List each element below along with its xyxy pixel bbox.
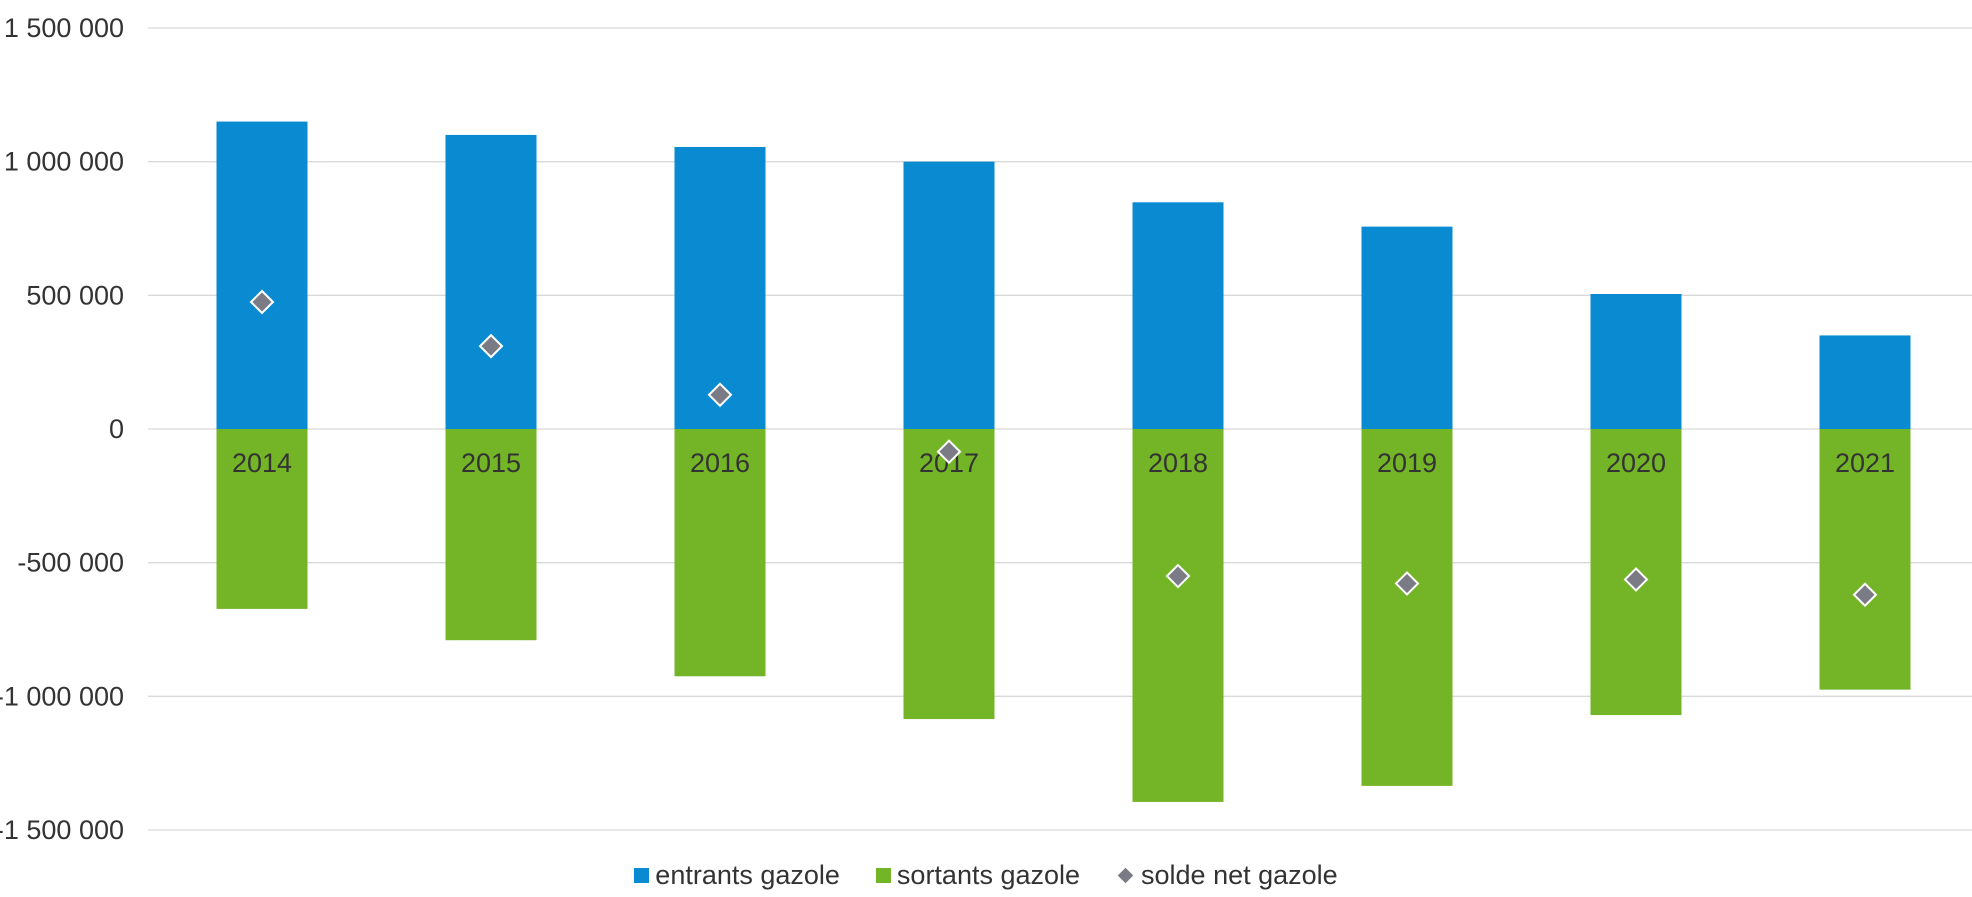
legend-label-entrants: entrants gazole	[655, 860, 840, 890]
marker-solde-net	[936, 439, 962, 465]
legend-item-entrants[interactable]: entrants gazole	[634, 860, 840, 891]
bar-sortants	[1361, 429, 1453, 786]
bar-entrants	[445, 134, 537, 429]
y-tick-layer: 1 500 000 1 000 000 500 000 0 -500 000 -1 000…	[0, 13, 124, 845]
x-category-label: 2021	[1835, 448, 1895, 478]
y-tick-label: -1 500 000	[0, 815, 124, 845]
legend-label-sortants: sortants gazole	[896, 860, 1081, 890]
marker-layer	[249, 289, 1878, 608]
chart-plot: 20142015201620172018201920202021 1 500 0…	[0, 13, 1972, 845]
x-category-label: 2015	[461, 448, 521, 478]
legend-item-sortants[interactable]: sortants gazole	[875, 860, 1081, 891]
bar-sortants	[1819, 429, 1911, 690]
y-tick-label: -500 000	[17, 548, 124, 578]
legend-swatch-sortants	[875, 868, 891, 883]
bar-entrants	[903, 161, 995, 429]
bar-sortants	[1132, 429, 1224, 802]
x-category-label: 2018	[1148, 448, 1208, 478]
bar-sortants	[674, 429, 766, 677]
marker-solde-net	[707, 382, 733, 408]
legend-diamond-icon	[1117, 867, 1134, 884]
y-tick-label: 500 000	[26, 280, 124, 310]
bar-sortants	[216, 429, 308, 609]
bar-entrants	[674, 146, 766, 430]
bar-layer	[216, 121, 1911, 802]
marker-solde-net	[249, 289, 275, 315]
bar-entrants	[1819, 335, 1911, 429]
y-tick-label: -1 000 000	[0, 681, 124, 711]
legend-swatch-entrants	[634, 868, 650, 883]
marker-solde-net	[1623, 567, 1649, 592]
marker-solde-net	[1852, 582, 1878, 608]
marker-solde-net	[1394, 571, 1420, 596]
bar-sortants	[903, 429, 995, 720]
x-category-label: 2020	[1606, 448, 1666, 478]
bar-entrants	[216, 121, 308, 430]
y-tick-label: 0	[109, 414, 124, 444]
y-tick-label: 1 500 000	[4, 13, 124, 43]
marker-solde-net	[1165, 563, 1191, 589]
x-category-label: 2019	[1377, 448, 1437, 478]
grid-layer	[148, 27, 1972, 831]
bar-entrants	[1361, 226, 1453, 429]
bar-entrants	[1590, 293, 1682, 429]
legend: entrants gazole sortants gazole solde ne…	[0, 860, 1972, 891]
legend-item-solde[interactable]: solde net gazole	[1116, 860, 1338, 891]
x-category-label: 2014	[232, 448, 292, 478]
bar-sortants	[445, 429, 537, 641]
marker-solde-net	[478, 333, 504, 359]
y-tick-label: 1 000 000	[4, 147, 124, 177]
legend-label-solde: solde net gazole	[1141, 860, 1338, 890]
x-category-label: 2016	[690, 448, 750, 478]
category-label-layer: 20142015201620172018201920202021	[232, 448, 1895, 478]
bar-entrants	[1132, 202, 1224, 429]
